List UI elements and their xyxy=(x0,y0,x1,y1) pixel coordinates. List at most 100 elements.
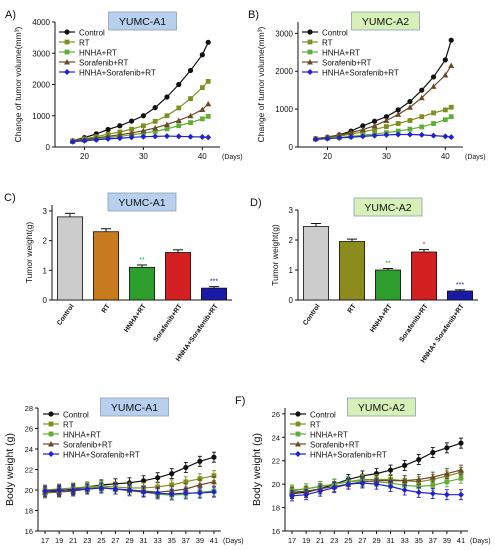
y-tick-label: 26 xyxy=(25,425,33,434)
x-tick-label: 29 xyxy=(372,536,380,545)
y-tick-label: 2000 xyxy=(32,81,50,90)
legend-label: RT xyxy=(79,39,90,48)
data-point xyxy=(372,127,378,132)
x-category-label: RT xyxy=(347,302,358,314)
data-point xyxy=(395,128,401,134)
x-tick-label: 41 xyxy=(210,536,218,545)
data-point xyxy=(406,131,413,138)
data-point xyxy=(448,37,454,43)
data-point xyxy=(429,490,436,497)
data-point xyxy=(199,116,205,122)
bar-2 xyxy=(374,269,401,301)
data-point xyxy=(128,129,135,136)
data-point xyxy=(430,482,436,488)
data-point xyxy=(371,132,378,139)
legend-marker xyxy=(48,441,54,447)
data-point xyxy=(458,475,464,481)
x-tick-label: 30 xyxy=(139,152,148,161)
cell-line-badge-label: YUMC-A2 xyxy=(358,402,405,414)
x-tick-label: 21 xyxy=(69,536,77,545)
data-point xyxy=(383,124,389,129)
data-point xyxy=(196,481,203,488)
legend-marker xyxy=(307,59,313,65)
y-tick-label: 1000 xyxy=(275,105,293,114)
significance-mark: ** xyxy=(139,257,145,264)
legend-label: Sorafenib+RT xyxy=(322,59,372,68)
data-point xyxy=(348,129,355,136)
data-point xyxy=(448,104,454,110)
data-point xyxy=(303,491,310,498)
bar-chart-d: D) YUMC-A2 0 1 2 3 Tumor weight(g) Control RT ** H… xyxy=(250,197,478,364)
legend-label: HNHA+Sorafenib+RT xyxy=(322,69,399,78)
y-tick-label: 3 xyxy=(289,206,294,215)
bar-1 xyxy=(338,241,365,301)
x-tick-label: 25 xyxy=(97,536,105,545)
x-tick-label: 19 xyxy=(302,536,310,545)
legend-label: Control xyxy=(63,411,89,420)
data-point xyxy=(187,112,194,119)
y-tick-label: 18 xyxy=(272,504,280,513)
data-point xyxy=(93,136,100,143)
data-point xyxy=(196,490,203,497)
data-point xyxy=(140,489,147,496)
x-category-label: RT xyxy=(101,302,112,314)
x-unit-label: (Days) xyxy=(470,538,491,545)
data-point xyxy=(152,124,159,131)
data-point xyxy=(187,67,194,74)
data-point xyxy=(419,124,425,130)
data-point xyxy=(430,449,436,456)
data-point xyxy=(197,458,203,464)
data-point xyxy=(331,484,338,491)
legend-label: Control xyxy=(310,411,336,420)
bar-3 xyxy=(410,251,437,301)
y-tick-label: 20 xyxy=(272,480,280,489)
data-point xyxy=(176,81,182,88)
x-tick-label: 40 xyxy=(198,152,207,161)
legend-label: Control xyxy=(79,29,105,38)
data-point xyxy=(444,479,450,485)
x-tick-label: 17 xyxy=(288,536,296,545)
data-point xyxy=(183,464,189,471)
legend-marker xyxy=(307,69,313,75)
legend-label: HNHA+Sorafenib+RT xyxy=(79,69,156,78)
data-point xyxy=(199,134,206,140)
data-point xyxy=(116,131,123,138)
y-axis-label: Tumor weight(g) xyxy=(270,224,280,286)
data-point xyxy=(128,134,135,141)
data-point xyxy=(69,138,76,145)
data-point xyxy=(176,105,182,111)
data-point xyxy=(406,104,413,110)
x-tick-label: 33 xyxy=(400,536,408,545)
data-point xyxy=(205,113,211,119)
data-point xyxy=(289,492,296,499)
data-point xyxy=(175,117,182,123)
data-point xyxy=(430,132,437,139)
data-point xyxy=(418,94,425,101)
data-point xyxy=(188,120,193,126)
data-point xyxy=(448,62,455,69)
x-tick-label: 35 xyxy=(168,536,176,545)
data-point xyxy=(442,107,448,113)
data-point xyxy=(168,491,175,498)
data-point xyxy=(152,133,159,140)
legend-marker xyxy=(295,451,301,457)
data-point xyxy=(359,126,366,133)
data-point xyxy=(176,123,182,129)
data-point xyxy=(416,484,422,489)
bar-0 xyxy=(57,216,84,301)
cell-line-badge xyxy=(347,397,416,417)
cell-line-badge xyxy=(353,197,423,217)
y-tick-label: 3000 xyxy=(275,29,293,38)
line-chart-b: B) YUMC-A2 0 1000 2000 3000 20 30 40 (Days) Change… xyxy=(248,9,486,161)
data-point xyxy=(112,485,119,492)
data-point xyxy=(183,479,189,485)
x-category-label: Control xyxy=(56,303,76,327)
data-point xyxy=(429,474,436,480)
data-point xyxy=(395,131,402,138)
data-point xyxy=(152,105,158,111)
data-point xyxy=(205,78,211,84)
data-point xyxy=(407,118,413,123)
x-tick-label: 33 xyxy=(153,536,161,545)
legend-marker xyxy=(295,441,301,447)
